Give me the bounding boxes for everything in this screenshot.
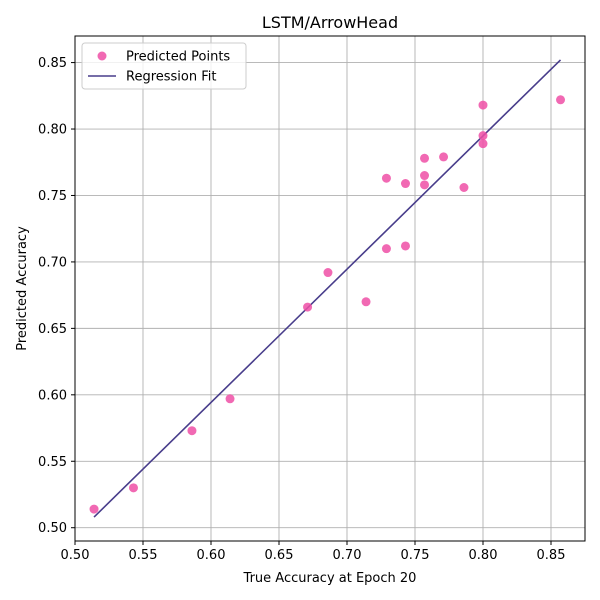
data-point	[420, 180, 430, 190]
data-point	[478, 131, 488, 141]
y-tick-label: 0.85	[38, 56, 67, 71]
x-tick-label: 0.75	[401, 548, 430, 563]
data-point	[187, 426, 197, 436]
y-axis-ticks: 0.50 0.55 0.60 0.65 0.70 0.75 0.80 0.85	[38, 56, 75, 536]
y-tick-label: 0.50	[38, 521, 67, 536]
data-point	[323, 268, 333, 278]
data-point	[225, 394, 235, 404]
x-tick-label: 0.80	[469, 548, 498, 563]
data-point	[381, 244, 391, 254]
y-tick-label: 0.65	[38, 322, 67, 337]
data-point	[361, 297, 371, 307]
y-tick-label: 0.75	[38, 189, 67, 204]
x-tick-label: 0.55	[129, 548, 158, 563]
chart-title: LSTM/ArrowHead	[262, 13, 398, 32]
x-tick-label: 0.65	[265, 548, 294, 563]
y-tick-label: 0.80	[38, 123, 67, 138]
data-point	[459, 183, 469, 192]
data-point	[478, 139, 488, 149]
points-layer	[89, 95, 566, 514]
grid	[74, 36, 585, 541]
data-point	[381, 173, 391, 183]
legend-label-predicted-points: Predicted Points	[126, 50, 230, 65]
x-tick-label: 0.70	[333, 548, 362, 563]
data-point	[439, 152, 449, 162]
data-point	[400, 179, 410, 189]
plot-area-frame	[74, 35, 586, 542]
x-tick-label: 0.60	[197, 548, 226, 563]
legend-label-regression-fit: Regression Fit	[126, 70, 216, 85]
legend-marker-predicted-points	[97, 51, 107, 61]
data-point	[420, 171, 430, 181]
y-tick-label: 0.60	[38, 388, 67, 403]
data-point	[556, 95, 566, 105]
data-point	[478, 100, 488, 110]
data-point	[89, 504, 99, 514]
x-tick-label: 0.50	[61, 548, 90, 563]
y-tick-label: 0.55	[38, 455, 67, 470]
data-point	[303, 302, 313, 312]
data-point	[400, 241, 410, 251]
x-tick-label: 0.85	[537, 548, 566, 563]
legend: Predicted Points Regression Fit	[81, 42, 247, 90]
data-point	[128, 483, 138, 493]
x-axis-label: True Accuracy at Epoch 20	[243, 571, 417, 586]
data-point	[420, 153, 430, 163]
legend-box	[81, 42, 247, 90]
x-axis-ticks: 0.50 0.55 0.60 0.65 0.70 0.75 0.80 0.85	[61, 541, 566, 563]
y-tick-label: 0.70	[38, 255, 67, 270]
y-axis-label: Predicted Accuracy	[15, 226, 30, 351]
